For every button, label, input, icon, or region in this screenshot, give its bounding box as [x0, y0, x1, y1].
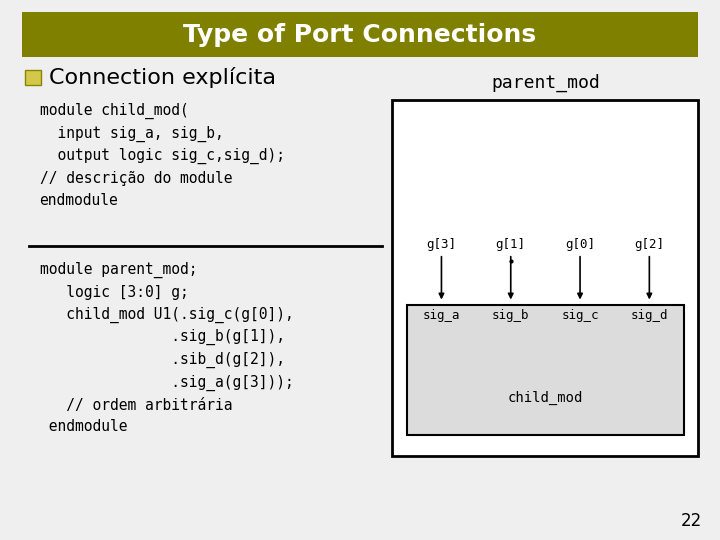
Text: sig_c: sig_c — [562, 309, 599, 322]
Text: module parent_mod;
   logic [3:0] g;
   child_mod U1(.sig_c(g[0]),
             : module parent_mod; logic [3:0] g; child_… — [40, 262, 293, 434]
Text: sig_d: sig_d — [631, 309, 668, 322]
Bar — [392, 100, 698, 456]
Bar — [25, 70, 41, 85]
Text: parent_mod: parent_mod — [491, 73, 600, 92]
Text: 22: 22 — [680, 512, 702, 530]
Text: g[1]: g[1] — [496, 238, 526, 251]
Text: g[2]: g[2] — [634, 238, 665, 251]
Text: g[3]: g[3] — [426, 238, 456, 251]
Bar — [407, 305, 684, 435]
Text: child_mod: child_mod — [508, 392, 583, 406]
Text: module child_mod(
  input sig_a, sig_b,
  output logic sig_c,sig_d);
// descriçã: module child_mod( input sig_a, sig_b, ou… — [40, 103, 284, 207]
Text: Type of Port Connections: Type of Port Connections — [184, 23, 536, 46]
Text: sig_b: sig_b — [492, 309, 529, 322]
Text: g[0]: g[0] — [565, 238, 595, 251]
Bar — [22, 12, 698, 57]
Text: sig_a: sig_a — [423, 309, 460, 322]
Text: Connection explícita: Connection explícita — [49, 68, 276, 88]
